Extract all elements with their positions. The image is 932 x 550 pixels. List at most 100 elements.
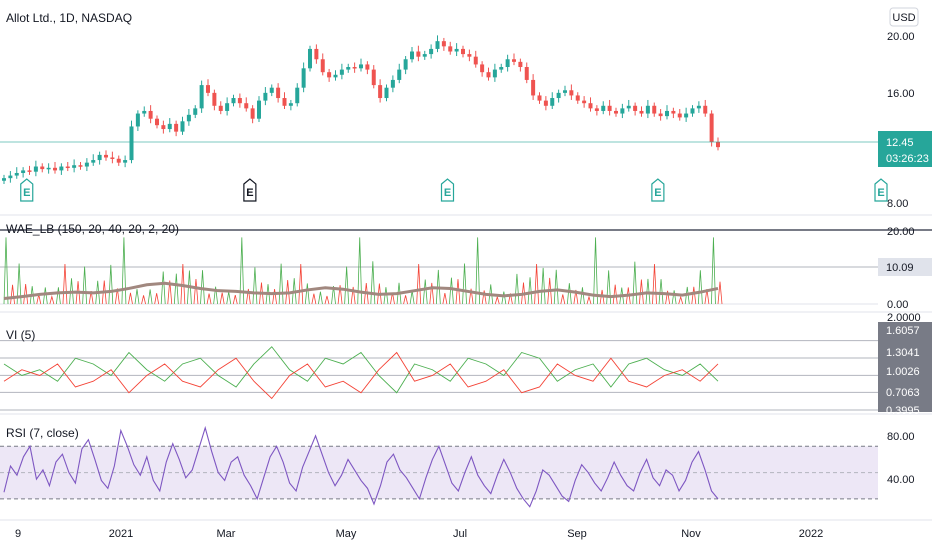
candle-body [633, 105, 638, 111]
vi-tick-03995: 0.3995 [886, 405, 920, 417]
candle-body [33, 166, 38, 172]
rsi-tick-40: 40.00 [887, 474, 915, 486]
candle-body [665, 110, 669, 117]
wae-label: WAE_LB (150, 20, 40, 20, 2, 20) [6, 222, 179, 236]
candle-body [97, 154, 102, 161]
candle-body [135, 113, 140, 127]
candle-body [550, 98, 555, 106]
candle-body [237, 98, 242, 104]
candle-body [244, 103, 249, 109]
candle-body [231, 98, 236, 104]
last-price-badge: 12.45 03:26:23 [878, 131, 932, 167]
candle-body [390, 79, 395, 88]
candle-body [295, 87, 300, 104]
candle-body [212, 92, 217, 106]
wae-trend-line [3, 281, 719, 300]
candle-body [174, 123, 179, 132]
candle-body [473, 56, 478, 65]
candle-body [594, 108, 599, 111]
candle-body [314, 48, 319, 60]
time-label-sep: Sep [567, 528, 587, 540]
time-axis[interactable]: 9 2021 Mar May Jul Sep Nov 2022 [15, 528, 823, 540]
candle-body [480, 64, 485, 73]
wae-tick-20: 20.00 [887, 226, 915, 238]
vi-tick-16057: 1.6057 [886, 325, 920, 337]
earnings-marker: E [651, 178, 665, 202]
candle-body [327, 72, 332, 78]
candle-body [346, 67, 351, 70]
candle-body [397, 69, 402, 80]
candle-body [186, 114, 191, 122]
candle-body [263, 92, 268, 101]
earnings-marker-shape [20, 178, 34, 202]
candle-body [422, 54, 427, 57]
candle-body [27, 170, 32, 172]
candle-body [142, 110, 147, 114]
vi-plus-line [3, 346, 719, 394]
wae-current-value: 10.09 [886, 262, 914, 274]
earnings-marker-shape [440, 178, 455, 202]
candle-body [148, 110, 153, 119]
candle-body [575, 95, 580, 101]
candle-body [2, 178, 6, 181]
vi-tick-13041: 1.3041 [886, 347, 920, 359]
earnings-marker-letter: E [654, 187, 661, 199]
price-tick-16: 16.00 [887, 88, 915, 100]
time-label-9: 9 [15, 528, 21, 540]
candle-body [569, 90, 574, 96]
time-label-mar: Mar [217, 528, 236, 540]
candle-body [180, 121, 185, 132]
earnings-marker: E [874, 178, 888, 202]
candle-body [607, 105, 612, 111]
rsi-pane[interactable] [0, 425, 878, 508]
candle-body [301, 68, 306, 88]
wae-value-badge: 10.09 [878, 258, 932, 276]
candle-body [365, 64, 370, 70]
candle-body [677, 113, 682, 118]
candle-body [639, 110, 644, 114]
candle-body [556, 92, 561, 99]
rsi-tick-80: 80.00 [887, 431, 915, 443]
candle-body [512, 59, 516, 62]
currency-tag[interactable]: USD [889, 7, 919, 27]
earnings-marker-letter: E [444, 187, 451, 199]
price-pane[interactable] [2, 35, 720, 184]
candle-body [53, 167, 57, 171]
candle-body [684, 113, 689, 118]
candle-body [403, 59, 408, 70]
candle-body [690, 108, 695, 114]
vi-pane[interactable] [0, 340, 878, 411]
candle-body [441, 41, 446, 47]
candle-body [339, 69, 344, 75]
candle-body [378, 85, 383, 99]
candle-body [218, 105, 223, 111]
candle-body [454, 48, 459, 52]
candle-body [582, 100, 587, 104]
candle-body [614, 110, 618, 114]
candle-body [333, 74, 338, 78]
chart-title: Allot Ltd., 1D, NASDAQ [6, 11, 132, 25]
candle-body [21, 170, 26, 173]
candle-body [288, 103, 293, 106]
candle-body [155, 118, 159, 126]
candle-body [524, 67, 529, 80]
candle-body [206, 85, 210, 93]
candle-body [435, 41, 440, 49]
candle-body [709, 113, 714, 142]
candle-body [499, 67, 504, 70]
candle-body [123, 160, 128, 163]
candle-body [448, 46, 453, 52]
vi-level-badges [878, 322, 932, 412]
wae-up-series [3, 237, 716, 305]
wae-tick-0: 0.00 [887, 299, 908, 311]
candle-body [269, 87, 274, 93]
candle-body [199, 85, 204, 109]
candle-body [626, 105, 631, 109]
candle-body [410, 51, 414, 60]
candle-body [161, 125, 166, 130]
time-label-may: May [336, 528, 357, 540]
candle-body [505, 59, 510, 68]
candle-body [645, 105, 650, 114]
wae-pane[interactable] [0, 229, 932, 305]
